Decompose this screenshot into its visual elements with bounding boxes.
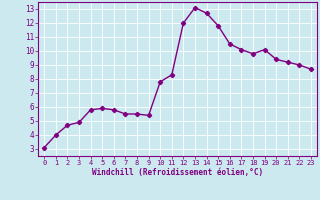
X-axis label: Windchill (Refroidissement éolien,°C): Windchill (Refroidissement éolien,°C) — [92, 168, 263, 177]
